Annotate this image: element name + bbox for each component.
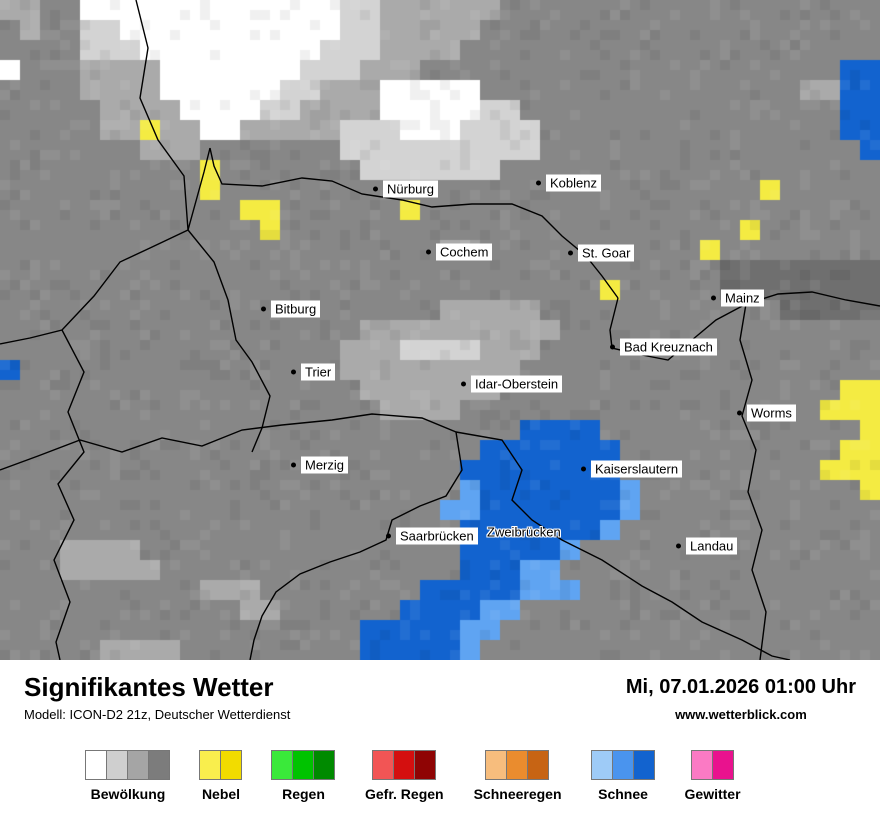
legend-swatches [199,750,242,780]
legend-swatch [313,750,335,780]
city-name: Saarbrücken [396,527,478,545]
city-label: St. Goar [568,244,635,262]
legend-swatch [527,750,550,780]
city-label: Landau [676,537,738,555]
legend-group: Gewitter [685,750,741,802]
legend-swatches [485,750,550,780]
legend-group: Gefr. Regen [365,750,444,802]
city-layer: Nürburg Koblenz Cochem St. Goar Bitburg Mainz… [261,174,796,555]
legend-group: Regen [271,750,335,802]
city-label: Saarbrücken [386,527,478,545]
legend-group: Nebel [199,750,242,802]
legend-swatches [690,750,734,780]
city-name: Trier [301,363,336,381]
city-name: Worms [747,404,796,422]
legend-swatch [85,750,107,780]
city-name: Merzig [301,456,349,474]
legend-swatches [590,750,655,780]
city-dot [291,369,296,375]
model-info: Modell: ICON-D2 21z, Deutscher Wetterdie… [24,707,291,722]
city-name: St. Goar [578,244,635,262]
city-dot [373,186,378,192]
footer-header: Signifikantes Wetter Modell: ICON-D2 21z… [24,672,856,722]
city-label: Worms [737,404,796,422]
legend-swatch [106,750,128,780]
city-name: Bad Kreuznach [620,338,717,356]
legend-label: Nebel [201,786,241,802]
legend-group: Schneeregen [474,750,562,802]
legend-swatch [632,750,655,780]
city-dot [676,543,681,549]
city-label: Mainz [711,289,764,307]
legend-swatch [199,750,221,780]
city-dot [737,410,742,416]
legend-swatch [690,750,713,780]
city-label: Zweibrücken [487,524,561,541]
legend-swatch [371,750,394,780]
legend-label: Schneeregen [473,786,562,802]
page-title: Signifikantes Wetter [24,672,274,702]
city-label: Bitburg [261,300,321,318]
city-dot [426,249,431,255]
city-name: Bitburg [271,300,321,318]
forecast-datetime: Mi, 07.01.2026 01:00 Uhr [625,676,856,698]
city-name: Landau [686,537,738,555]
legend-label: Schnee [598,786,648,802]
legend-swatch [271,750,293,780]
city-dot [610,344,615,350]
legend-group: Bewölkung [85,750,170,802]
footer-left: Signifikantes Wetter Modell: ICON-D2 21z… [24,672,290,722]
legend-swatch [711,750,734,780]
legend-label: Bewölkung [90,786,166,802]
legend-swatch [220,750,242,780]
legend-swatch [148,750,170,780]
legend-swatches [85,750,170,780]
legend-swatch [506,750,529,780]
footer: Signifikantes Wetter Modell: ICON-D2 21z… [0,660,880,830]
city-dot [386,533,391,539]
legend-group: Schnee [590,750,655,802]
legend-label: Gefr. Regen [365,786,444,802]
legend-swatch [413,750,436,780]
city-dot [461,381,466,387]
city-name: Nürburg [383,180,438,198]
city-label: Cochem [426,243,493,261]
city-label: Bad Kreuznach [610,338,717,356]
city-label: Trier [291,363,336,381]
legend-label: Regen [282,786,325,802]
legend-swatch [392,750,415,780]
city-label: Merzig [291,456,349,474]
city-dot [568,250,573,256]
city-label: Kaiserslautern [581,460,683,478]
city-dot [291,462,296,468]
website-url: www.wetterblick.com [675,707,807,722]
footer-right: Mi, 07.01.2026 01:00 Uhr www.wetterblick… [626,674,856,722]
city-label: Idar-Oberstein [461,375,563,393]
city-name: Cochem [436,243,493,261]
city-dot [581,466,586,472]
legend-swatches [371,750,436,780]
city-label: Koblenz [536,174,601,192]
city-name: Mainz [721,289,764,307]
legend-swatch [590,750,613,780]
city-dot [711,295,716,301]
legend-swatch [485,750,508,780]
legend: Bewölkung Nebel Regen Gefr. Regen Schneerege… [24,750,856,802]
weather-map-region: Nürburg Koblenz Cochem St. Goar Bitburg Mainz… [0,0,880,660]
legend-swatch [127,750,149,780]
legend-swatches [271,750,335,780]
city-name: Zweibrücken [487,524,561,540]
city-name: Koblenz [546,174,601,192]
city-name: Kaiserslautern [591,460,683,478]
city-label: Nürburg [373,180,438,198]
legend-swatch [611,750,634,780]
city-dot [261,306,266,312]
legend-label: Gewitter [684,786,741,802]
legend-swatch [292,750,314,780]
city-name: Idar-Oberstein [471,375,563,393]
city-dot [536,180,541,186]
